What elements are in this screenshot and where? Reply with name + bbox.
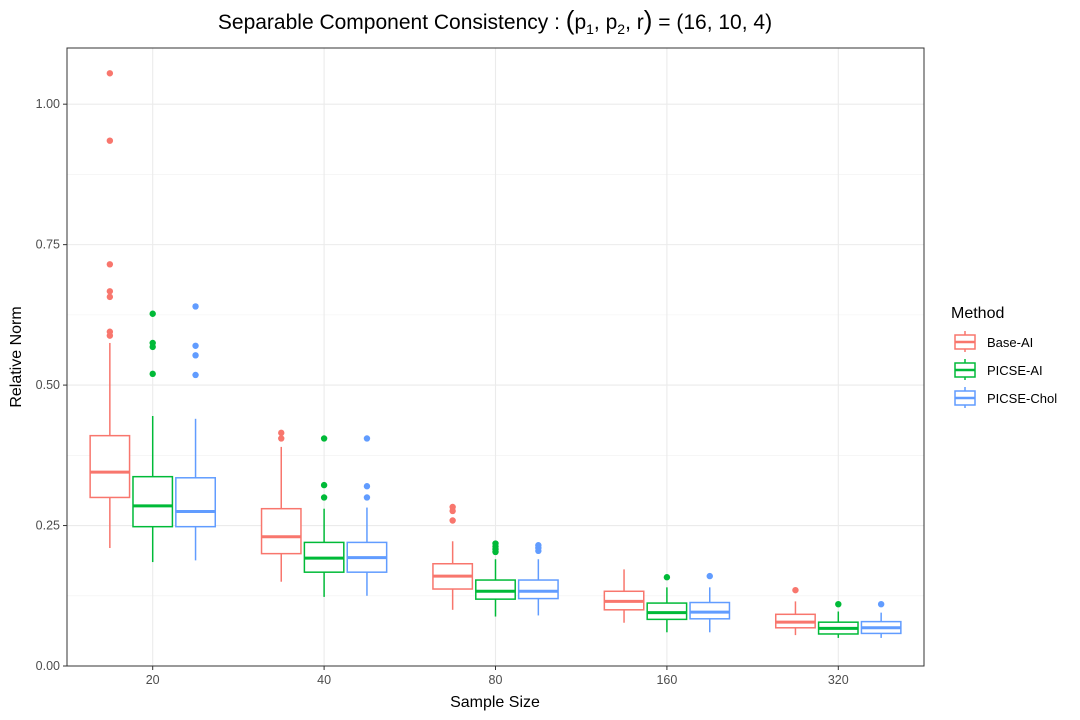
chart-title-p2: p — [606, 11, 618, 34]
x-tick-label: 160 — [656, 673, 677, 687]
legend-label: PICSE-AI — [987, 363, 1043, 378]
outlier-point — [792, 586, 799, 594]
legend-entry-picse-chol: PICSE-Chol — [953, 386, 1057, 410]
outlier-point — [492, 548, 499, 556]
outlier-point — [149, 370, 156, 378]
box — [517, 542, 559, 616]
outlier-point — [106, 293, 114, 301]
box — [603, 569, 645, 623]
legend-label: Base-AI — [987, 335, 1033, 350]
outlier-point — [663, 574, 671, 581]
y-axis: 0.00 0.25 0.50 0.75 1.00 — [36, 97, 67, 673]
outlier-point — [106, 70, 114, 77]
y-tick-label: 0.25 — [36, 519, 60, 533]
x-axis-title: Sample Size — [450, 694, 540, 711]
outlier-point — [149, 310, 156, 317]
x-tick-label: 80 — [489, 673, 503, 687]
x-axis: 20 40 80 160 320 — [146, 666, 849, 687]
outlier-point — [535, 547, 542, 555]
outlier-point — [706, 572, 713, 580]
series-picse-chol — [175, 303, 902, 638]
outlier-point — [835, 601, 842, 608]
box — [774, 586, 816, 636]
chart-title-values: (16, 10, 4) — [676, 11, 772, 34]
outlier-point — [192, 303, 199, 310]
y-axis-title: Relative Norm — [8, 306, 25, 407]
y-tick-label: 0.00 — [36, 659, 60, 673]
box — [689, 572, 731, 633]
box — [89, 70, 131, 549]
outlier-point — [192, 371, 199, 379]
outlier-point — [449, 507, 456, 515]
outlier-point — [363, 435, 371, 442]
box — [646, 574, 688, 633]
box — [346, 435, 388, 596]
outlier-point — [106, 261, 114, 268]
chart-title-prefix: Separable Component Consistency : — [218, 11, 566, 34]
box-iqr — [175, 477, 217, 528]
box — [475, 540, 516, 617]
chart-title-p1: p — [574, 11, 586, 34]
box-iqr — [517, 579, 559, 600]
box — [860, 601, 902, 638]
x-tick-label: 320 — [828, 673, 849, 687]
outlier-point — [320, 435, 328, 442]
box — [260, 429, 302, 582]
x-tick-label: 20 — [146, 673, 160, 687]
box — [132, 310, 174, 563]
box — [432, 503, 474, 610]
y-tick-label: 0.75 — [36, 238, 60, 252]
box-iqr — [89, 434, 131, 499]
legend-entry-base-ai: Base-AI — [953, 330, 1033, 354]
outlier-point — [320, 494, 328, 501]
outlier-point — [363, 483, 371, 490]
outlier-point — [149, 343, 156, 351]
outlier-point — [877, 601, 885, 608]
box-iqr — [132, 475, 174, 528]
outlier-point — [106, 288, 114, 295]
outlier-point — [363, 494, 371, 501]
chart-title-p2-sub: 2 — [617, 21, 625, 37]
outlier-point — [278, 429, 285, 437]
y-tick-label: 0.50 — [36, 378, 60, 392]
x-tick-label: 40 — [317, 673, 331, 687]
outlier-point — [106, 137, 114, 144]
chart-title-r: r — [637, 11, 644, 34]
outlier-point — [192, 342, 199, 349]
legend-label: PICSE-Chol — [987, 391, 1057, 406]
box-iqr — [260, 507, 302, 555]
chart-title-p1-sub: 1 — [586, 21, 594, 37]
outlier-point — [278, 435, 285, 442]
outlier-point — [449, 517, 456, 524]
box — [817, 601, 859, 638]
box-iqr — [475, 579, 516, 600]
box — [303, 435, 345, 597]
chart-title: Separable Component Consistency : (p1, p… — [218, 5, 772, 37]
boxes-layer — [89, 70, 902, 638]
outlier-point — [106, 332, 114, 339]
y-tick-label: 1.00 — [36, 97, 60, 111]
legend: Method Base-AI PICSE-AI PICSE-Chol — [951, 305, 1057, 410]
series-picse-ai — [132, 310, 859, 638]
outlier-point — [192, 352, 199, 359]
box — [175, 303, 217, 561]
legend-entry-picse-ai: PICSE-AI — [953, 358, 1043, 382]
series-base-ai — [89, 70, 816, 636]
legend-title: Method — [951, 305, 1004, 322]
outlier-point — [320, 481, 328, 489]
